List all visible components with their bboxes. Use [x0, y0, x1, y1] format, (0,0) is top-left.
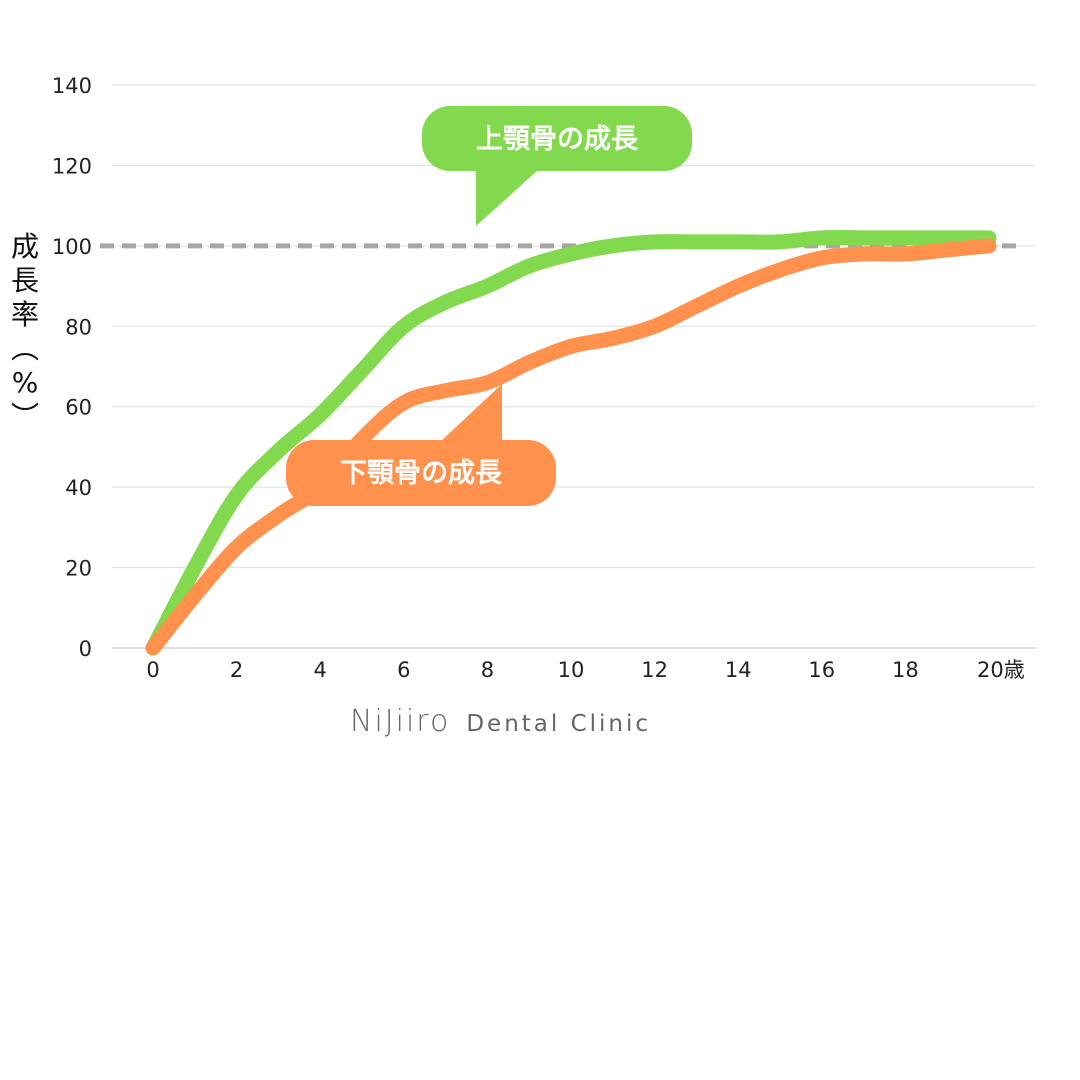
- y-axis-title: 成長率︵% ︶: [11, 230, 39, 433]
- y-axis-title-char-3: ︵: [11, 332, 39, 365]
- y-tick-labels: 0 20 40 60 80 100 120 140: [52, 74, 92, 661]
- y-axis-title-char-1: 長: [11, 264, 39, 297]
- y-axis-title-char-4: %: [12, 366, 39, 399]
- x-tick-6: 12: [641, 658, 668, 682]
- y-axis-label: 成長率︵% ︶: [11, 230, 39, 433]
- logo-brand: NiJiiro: [350, 704, 451, 739]
- clinic-logo: NiJiiro Dental Clinic: [350, 704, 770, 744]
- y-axis-title-char-0: 成: [11, 230, 39, 263]
- y-tick-80: 80: [65, 315, 92, 339]
- callout-0: 上顎骨の成長: [422, 106, 692, 226]
- callout-1: 下顎骨の成長: [286, 384, 556, 506]
- x-tick-3: 6: [397, 658, 410, 682]
- callout-label-1: 下顎骨の成長: [340, 458, 503, 489]
- y-tick-0: 0: [79, 637, 92, 661]
- logo-subtitle: Dental Clinic: [466, 711, 652, 737]
- x-tick-7: 14: [725, 658, 752, 682]
- callout-label-0: 上顎骨の成長: [476, 124, 639, 155]
- y-tick-60: 60: [65, 396, 92, 420]
- x-tick-0: 0: [146, 658, 159, 682]
- x-tick-5: 10: [558, 658, 585, 682]
- series-lines: [145, 230, 997, 656]
- callout-tail-1: [440, 384, 502, 442]
- y-axis-title-char-2: 率: [11, 298, 39, 331]
- x-tick-1: 2: [230, 658, 243, 682]
- callout-box-1: [286, 440, 556, 506]
- x-tick-2: 4: [314, 658, 327, 682]
- y-tick-100: 100: [52, 235, 92, 259]
- callout-tail-0: [476, 170, 538, 226]
- y-tick-120: 120: [52, 154, 92, 178]
- y-axis-title-char-5: ︶: [11, 400, 39, 433]
- x-tick-4: 8: [481, 658, 494, 682]
- x-tick-10: 20歳: [977, 658, 1025, 682]
- callout-box-0: [422, 106, 692, 171]
- x-tick-labels: 0 2 4 6 8 10 12 14 16 18 20歳: [146, 658, 1024, 682]
- x-tick-8: 16: [808, 658, 835, 682]
- y-tick-20: 20: [65, 557, 92, 581]
- y-tick-40: 40: [65, 476, 92, 500]
- x-tick-9: 18: [892, 658, 919, 682]
- series-line-0: [145, 230, 997, 656]
- y-tick-140: 140: [52, 74, 92, 98]
